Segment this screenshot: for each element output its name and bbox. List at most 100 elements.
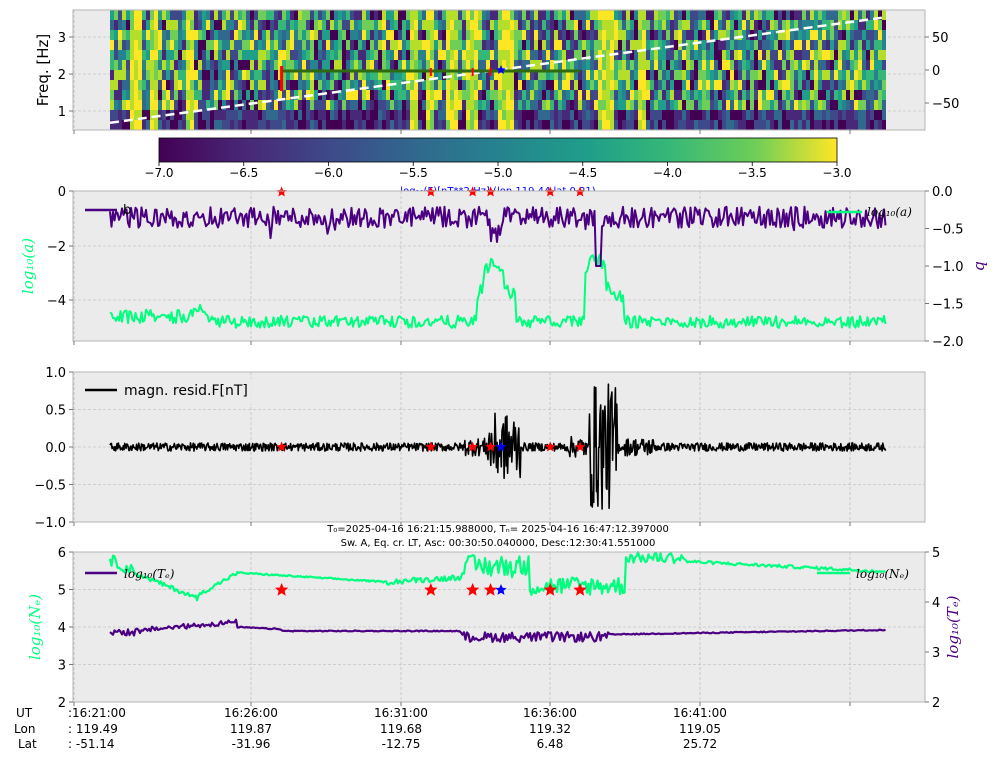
heatmap-cell: [278, 70, 282, 81]
heatmap-cell: [186, 100, 190, 111]
heatmap-cell: [150, 50, 154, 61]
heatmap-cell: [410, 30, 414, 41]
colorbar-tick-label: −5.0: [483, 166, 512, 180]
heatmap-cell: [474, 120, 478, 131]
heatmap-cell: [626, 30, 630, 41]
heatmap-cell: [822, 60, 826, 71]
heatmap-cell: [502, 90, 506, 101]
heatmap-cell: [590, 80, 594, 91]
heatmap-cell: [842, 80, 846, 91]
heatmap-cell: [710, 50, 714, 61]
heatmap-cell: [622, 70, 626, 81]
heatmap-cell: [594, 50, 598, 61]
heatmap-cell: [498, 20, 502, 31]
heatmap-cell: [882, 100, 886, 111]
heatmap-cell: [742, 20, 746, 31]
heatmap-cell: [126, 120, 130, 131]
heatmap-cell: [726, 90, 730, 101]
heatmap-cell: [762, 70, 766, 81]
heatmap-cell: [810, 20, 814, 31]
heatmap-cell: [230, 10, 234, 21]
heatmap-cell: [442, 60, 446, 71]
heatmap-cell: [686, 100, 690, 111]
heatmap-cell: [342, 20, 346, 31]
heatmap-cell: [690, 70, 694, 81]
heatmap-cell: [558, 80, 562, 91]
heatmap-cell: [182, 100, 186, 111]
heatmap-cell: [386, 50, 390, 61]
heatmap-cell: [134, 110, 138, 121]
heatmap-cell: [662, 50, 666, 61]
heatmap-cell: [318, 40, 322, 51]
heatmap-cell: [414, 40, 418, 51]
heatmap-cell: [682, 70, 686, 81]
heatmap-cell: [850, 110, 854, 121]
heatmap-cell: [730, 40, 734, 51]
heatmap-cell: [758, 110, 762, 121]
heatmap-cell: [502, 80, 506, 91]
heatmap-cell: [734, 90, 738, 101]
heatmap-cell: [450, 30, 454, 41]
heatmap-cell: [650, 30, 654, 41]
heatmap-cell: [442, 50, 446, 61]
heatmap-cell: [170, 20, 174, 31]
heatmap-cell: [202, 100, 206, 111]
heatmap-cell: [706, 110, 710, 121]
heatmap-cell: [598, 30, 602, 41]
heatmap-cell: [866, 90, 870, 101]
heatmap-cell: [750, 80, 754, 91]
heatmap-cell: [450, 70, 454, 81]
heatmap-cell: [422, 20, 426, 31]
heatmap-cell: [382, 50, 386, 61]
heatmap-cell: [730, 120, 734, 131]
heatmap-cell: [314, 10, 318, 21]
heatmap-cell: [578, 110, 582, 121]
heatmap-cell: [238, 80, 242, 91]
heatmap-cell: [466, 120, 470, 131]
heatmap-cell: [866, 60, 870, 71]
heatmap-cell: [478, 100, 482, 111]
heatmap-cell: [158, 90, 162, 101]
heatmap-cell: [690, 10, 694, 21]
heatmap-cell: [202, 110, 206, 121]
heatmap-cell: [714, 80, 718, 91]
heatmap-cell: [606, 40, 610, 51]
heatmap-cell: [558, 30, 562, 41]
heatmap-cell: [210, 20, 214, 31]
ab-right-ylabel: b: [972, 261, 990, 271]
heatmap-cell: [326, 70, 330, 81]
heatmap-cell: [258, 20, 262, 31]
heatmap-cell: [566, 100, 570, 111]
x-tick-ut-label: 16:36:00: [523, 706, 577, 720]
heatmap-cell: [490, 100, 494, 111]
heatmap-cell: [378, 20, 382, 31]
heatmap-cell: [162, 50, 166, 61]
heatmap-cell: [582, 40, 586, 51]
heatmap-cell: [654, 80, 658, 91]
heatmap-cell: [198, 10, 202, 21]
heatmap-cell: [490, 120, 494, 131]
heatmap-cell: [698, 100, 702, 111]
heatmap-cell: [454, 10, 458, 21]
heatmap-cell: [462, 120, 466, 131]
ut-row-label: UT: [16, 706, 33, 720]
heatmap-cell: [554, 20, 558, 31]
heatmap-cell: [642, 70, 646, 81]
heatmap-cell: [226, 90, 230, 101]
heatmap-cell: [618, 120, 622, 131]
heatmap-cell: [638, 100, 642, 111]
heatmap-cell: [842, 40, 846, 51]
heatmap-cell: [394, 80, 398, 91]
heatmap-cell: [666, 90, 670, 101]
heatmap-cell: [178, 80, 182, 91]
heatmap-cell: [754, 100, 758, 111]
heatmap-cell: [362, 70, 366, 81]
heatmap-cell: [514, 70, 518, 81]
heatmap-cell: [190, 60, 194, 71]
heatmap-cell: [830, 80, 834, 91]
heatmap-cell: [618, 60, 622, 71]
heatmap-cell: [578, 90, 582, 101]
heatmap-cell: [622, 60, 626, 71]
heatmap-cell: [182, 60, 186, 71]
heatmap-cell: [310, 10, 314, 21]
